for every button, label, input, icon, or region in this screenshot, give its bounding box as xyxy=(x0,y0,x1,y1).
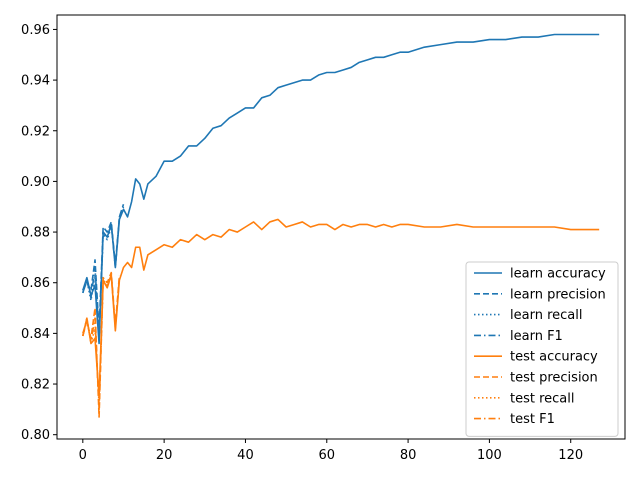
x-tick-label: 100 xyxy=(477,448,502,463)
y-tick-label: 0.96 xyxy=(21,23,50,38)
legend-label: test precision xyxy=(510,371,598,386)
x-tick-label: 40 xyxy=(237,448,254,463)
y-axis: 0.80 0.82 0.84 0.86 0.88 0.90 0.92 0.94 0.96 xyxy=(21,23,57,443)
y-tick-label: 0.86 xyxy=(21,276,50,291)
y-tick-label: 0.90 xyxy=(21,175,50,190)
series-line-learn-precision xyxy=(82,203,125,332)
y-tick-label: 0.88 xyxy=(21,226,50,241)
legend: learn accuracy learn precision learn recal… xyxy=(465,261,619,437)
series-line-learn-accuracy xyxy=(82,33,600,345)
legend-label: test recall xyxy=(510,391,575,406)
series-line-test-accuracy xyxy=(82,218,600,398)
legend-label: test accuracy xyxy=(510,350,598,365)
legend-label: learn F1 xyxy=(510,329,563,344)
x-tick-label: 20 xyxy=(156,448,173,463)
legend-label: learn accuracy xyxy=(510,267,606,282)
y-tick-label: 0.92 xyxy=(21,124,50,139)
legend-box xyxy=(465,261,619,437)
legend-label: test F1 xyxy=(510,412,555,427)
legend-label: learn precision xyxy=(510,287,606,302)
y-tick-label: 0.84 xyxy=(21,327,50,342)
y-tick-label: 0.80 xyxy=(21,428,50,443)
x-axis: 0 20 40 60 80 100 120 xyxy=(79,439,583,463)
series-line-test-f1 xyxy=(82,274,121,411)
legend-label: learn recall xyxy=(510,308,582,323)
y-tick-label: 0.94 xyxy=(21,74,50,89)
x-tick-label: 0 xyxy=(79,448,87,463)
x-tick-label: 80 xyxy=(400,448,417,463)
series-layer xyxy=(82,33,600,418)
y-tick-label: 0.82 xyxy=(21,378,50,393)
plot-frame xyxy=(56,14,626,440)
x-tick-label: 120 xyxy=(558,448,583,463)
series-line-learn-f1 xyxy=(82,206,125,337)
x-tick-label: 60 xyxy=(318,448,335,463)
